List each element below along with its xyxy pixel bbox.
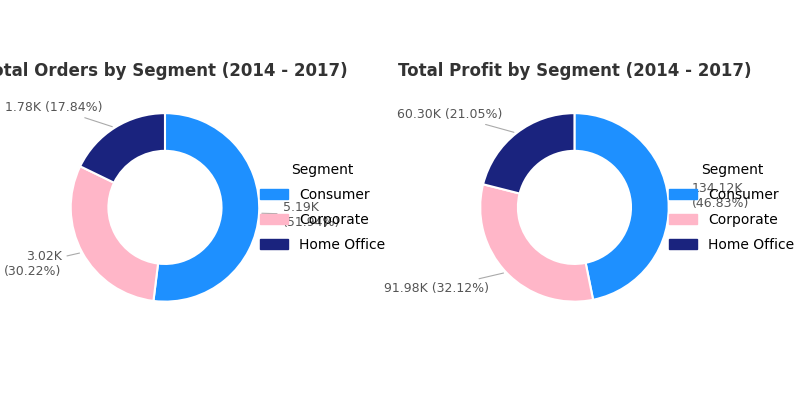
Wedge shape xyxy=(154,113,259,302)
Text: 134.12K
(46.83%): 134.12K (46.83%) xyxy=(671,182,749,210)
Text: 3.02K
(30.22%): 3.02K (30.22%) xyxy=(4,250,79,278)
Wedge shape xyxy=(574,113,669,300)
Text: 60.30K (21.05%): 60.30K (21.05%) xyxy=(397,108,514,132)
Title: Total Profit by Segment (2014 - 2017): Total Profit by Segment (2014 - 2017) xyxy=(398,62,751,80)
Legend: Consumer, Corporate, Home Office: Consumer, Corporate, Home Office xyxy=(254,157,390,258)
Text: 5.19K
(51.94%): 5.19K (51.94%) xyxy=(262,201,340,229)
Wedge shape xyxy=(70,166,158,301)
Wedge shape xyxy=(483,113,574,194)
Wedge shape xyxy=(80,113,165,183)
Wedge shape xyxy=(480,184,593,302)
Title: Total Orders by Segment (2014 - 2017): Total Orders by Segment (2014 - 2017) xyxy=(0,62,347,80)
Text: 1.78K (17.84%): 1.78K (17.84%) xyxy=(5,101,112,127)
Legend: Consumer, Corporate, Home Office: Consumer, Corporate, Home Office xyxy=(664,157,800,258)
Text: 91.98K (32.12%): 91.98K (32.12%) xyxy=(384,273,503,295)
